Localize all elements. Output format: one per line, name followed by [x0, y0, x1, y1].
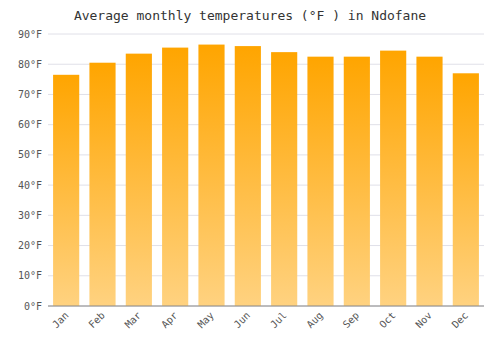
- x-tick-label: Jun: [232, 310, 253, 331]
- bar: [271, 52, 297, 306]
- chart-svg: Average monthly temperatures (°F ) in Nd…: [0, 0, 500, 350]
- bar: [126, 54, 152, 306]
- bar: [53, 75, 79, 306]
- bars: [53, 45, 479, 306]
- y-tick-label: 80°F: [18, 59, 42, 70]
- chart-container: Average monthly temperatures (°F ) in Nd…: [0, 0, 500, 350]
- bar: [198, 45, 224, 306]
- y-tick-label: 20°F: [18, 240, 42, 251]
- bar: [453, 73, 479, 306]
- x-axis-line: [48, 306, 484, 307]
- x-tick-label: Jan: [50, 310, 71, 331]
- y-axis: 0°F 10°F 20°F 30°F 40°F 50°F 60°F 70°F 80°F 90°F: [18, 29, 42, 312]
- bar: [380, 51, 406, 306]
- y-tick-label: 50°F: [18, 149, 42, 160]
- y-tick-label: 90°F: [18, 29, 42, 40]
- x-axis: Jan Feb Mar Apr May Jun Jul Aug Sep Oct Nov Dec: [48, 306, 484, 330]
- x-tick-label: Oct: [377, 310, 398, 331]
- x-tick-label: Nov: [413, 310, 434, 331]
- x-tick-label: May: [195, 310, 216, 331]
- x-tick-label: Feb: [86, 310, 107, 331]
- x-tick-label: Aug: [304, 310, 325, 331]
- grid-line: [48, 34, 484, 35]
- bar: [344, 57, 370, 306]
- y-tick-label: 40°F: [18, 180, 42, 191]
- x-tick-label: Apr: [159, 310, 180, 331]
- y-tick-label: 0°F: [24, 301, 42, 312]
- plot-area: 0°F 10°F 20°F 30°F 40°F 50°F 60°F 70°F 80°F 90°F J…: [18, 29, 484, 331]
- bar: [89, 63, 115, 306]
- bar: [307, 57, 333, 306]
- y-tick-label: 70°F: [18, 89, 42, 100]
- x-tick-label: Sep: [341, 310, 362, 331]
- bar: [162, 48, 188, 306]
- y-tick-label: 30°F: [18, 210, 42, 221]
- grid-line: [48, 306, 484, 307]
- x-tick-label: Mar: [123, 310, 144, 331]
- y-tick-label: 10°F: [18, 270, 42, 281]
- y-tick-label: 60°F: [18, 119, 42, 130]
- bar: [235, 46, 261, 306]
- x-tick-label: Dec: [450, 310, 471, 331]
- x-tick-label: Jul: [268, 310, 289, 331]
- bar: [416, 57, 442, 306]
- chart-title: Average monthly temperatures (°F ) in Nd…: [74, 8, 426, 23]
- grid: [48, 34, 484, 306]
